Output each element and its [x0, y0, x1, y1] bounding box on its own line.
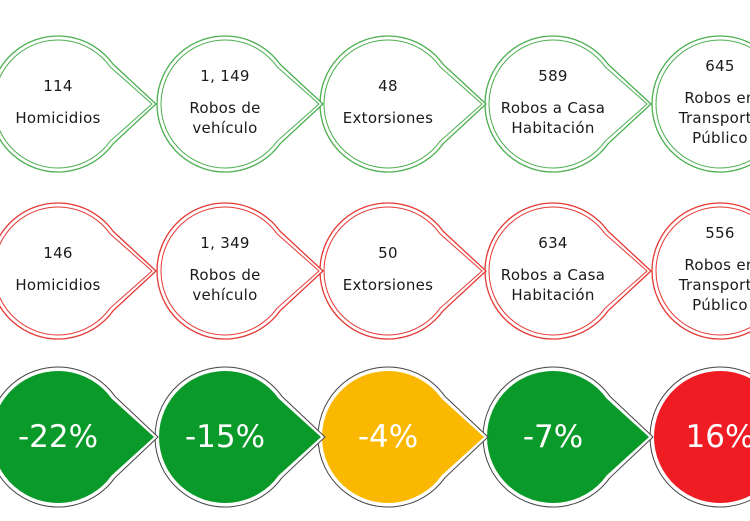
row1-bubble-4 [484, 35, 652, 173]
row2-label-4: Robos a Casa Habitación [500, 266, 606, 304]
row1-bubble-3-inner [323, 39, 483, 169]
row1-bubble-3 [319, 35, 487, 173]
change-value-2: -15% [184, 419, 266, 455]
row2-bubble-2-inner [160, 206, 320, 336]
change-value-3: -4% [357, 419, 419, 455]
row2-bubble-4-inner [488, 206, 648, 336]
row1-value-3: 48 [378, 77, 398, 95]
row1-value-1: 114 [43, 77, 73, 95]
change-value-5: 16% [685, 419, 750, 455]
row2-value-4: 634 [538, 234, 568, 252]
change-value-4: -7% [522, 419, 584, 455]
row2-bubble-1 [0, 202, 157, 340]
change-value-1: -22% [17, 419, 99, 455]
row1-value-4: 589 [538, 67, 568, 85]
row2-bubble-5 [651, 202, 750, 340]
row2-label-1: Homicidios [15, 276, 101, 294]
row1-value-5: 645 [705, 57, 735, 75]
change-bubble-3-fill [322, 370, 484, 503]
row1-bubble-2 [156, 35, 324, 173]
row2-bubble-5-inner [655, 206, 750, 336]
row2-bubble-2 [156, 202, 324, 340]
row1-label-3: Extorsiones [342, 109, 434, 127]
row1-label-2: Robos de vehículo [189, 99, 261, 137]
row2-bubble-4 [484, 202, 652, 340]
change-bubble-2-fill [159, 370, 321, 503]
row2-label-5: Robos en Transporte Público [678, 256, 750, 314]
row2-bubble-3-inner [323, 206, 483, 336]
change-bubble-5-fill [653, 371, 750, 503]
row1-bubble-4-inner [488, 39, 648, 169]
row2-value-2: 1, 349 [200, 234, 250, 252]
row2-value-3: 50 [378, 244, 398, 262]
row1-label-4: Robos a Casa Habitación [500, 99, 606, 137]
row2-bubble-3 [319, 202, 487, 340]
row1-bubble-5 [651, 35, 750, 173]
row2-label-3: Extorsiones [342, 276, 434, 294]
row1-label-5: Robos en Transporte Público [678, 89, 750, 147]
row2-value-1: 146 [43, 244, 73, 262]
row1-label-1: Homicidios [15, 109, 101, 127]
row1-bubble-1-inner [0, 39, 153, 169]
row1-value-2: 1, 149 [200, 67, 250, 85]
row2-value-5: 556 [705, 224, 735, 242]
row1-bubble-1 [0, 35, 157, 173]
change-bubble-1-fill [0, 371, 154, 503]
row2-label-2: Robos de vehículo [189, 266, 261, 304]
row2-bubble-1-inner [0, 206, 153, 336]
row1-bubble-2-inner [160, 39, 320, 169]
row1-bubble-5-inner [655, 39, 750, 169]
change-bubble-4-fill [487, 371, 649, 503]
